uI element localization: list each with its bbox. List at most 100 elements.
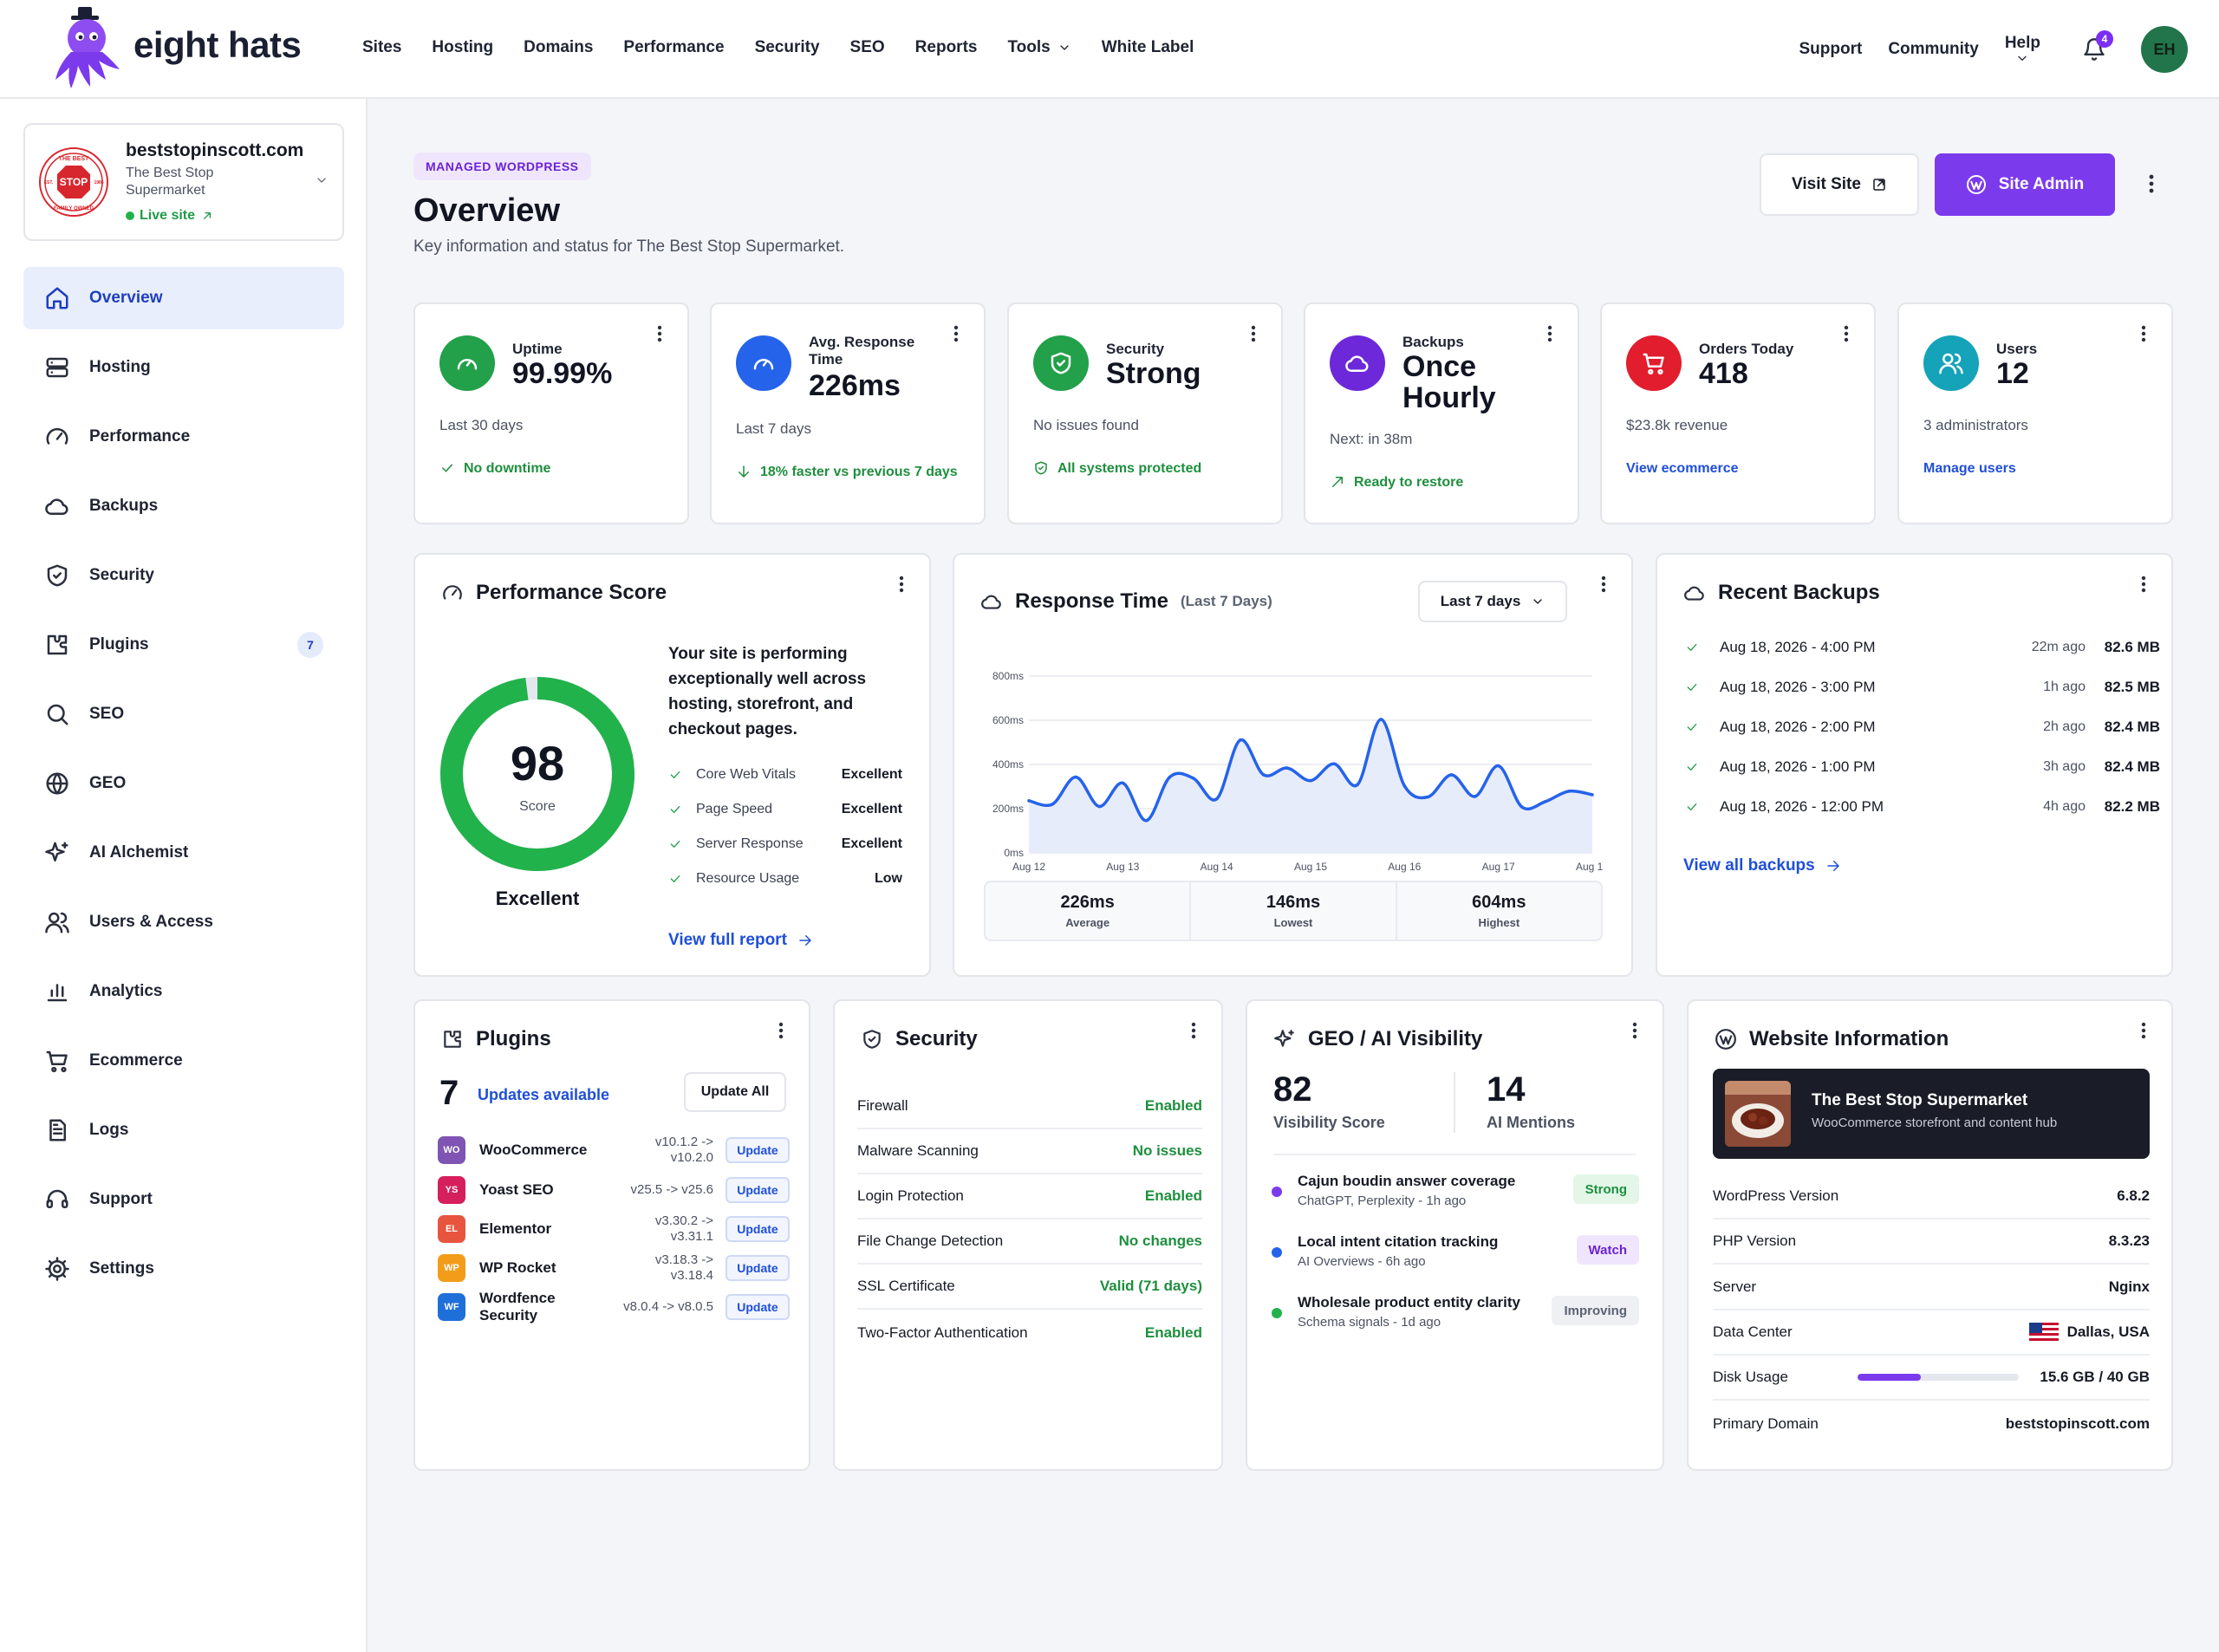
geo-item[interactable]: Cajun boudin answer coverage ChatGPT, Per… bbox=[1272, 1173, 1639, 1225]
plugin-version: v25.5 -> v25.6 bbox=[630, 1182, 713, 1197]
sidebar-item-backups[interactable]: Backups bbox=[23, 475, 344, 537]
sidebar-item-overview[interactable]: Overview bbox=[23, 267, 344, 329]
user-avatar[interactable]: EH bbox=[2141, 26, 2188, 73]
sidebar-item-ai-alchemist[interactable]: AI Alchemist bbox=[23, 822, 344, 884]
visit-site-button[interactable]: Visit Site bbox=[1760, 153, 1919, 216]
more-options-icon[interactable] bbox=[2141, 170, 2162, 198]
sidebar-item-label: Overview bbox=[89, 289, 163, 307]
geo-item[interactable]: Wholesale product entity clarity Schema s… bbox=[1272, 1294, 1639, 1346]
more-options-icon[interactable] bbox=[1243, 323, 1264, 344]
stat-value: Strong bbox=[1106, 357, 1201, 390]
sidebar-item-security[interactable]: Security bbox=[23, 544, 344, 607]
backup-row[interactable]: Aug 18, 2026 - 1:00 PM 3h ago 82.4 MB bbox=[1685, 747, 2160, 787]
sidebar-item-hosting[interactable]: Hosting bbox=[23, 336, 344, 399]
more-options-icon[interactable] bbox=[1539, 323, 1560, 344]
stat-card-orders: Orders Today 418 $23.8k revenue View eco… bbox=[1600, 302, 1876, 524]
plugin-update-button[interactable]: Update bbox=[726, 1294, 790, 1320]
more-options-icon[interactable] bbox=[771, 1020, 791, 1041]
nav-sites[interactable]: Sites bbox=[362, 38, 401, 57]
nav-security[interactable]: Security bbox=[755, 38, 820, 57]
date-range-select[interactable]: Last 7 days bbox=[1418, 581, 1567, 622]
plugin-update-button[interactable]: Update bbox=[726, 1216, 790, 1242]
more-options-icon[interactable] bbox=[2133, 323, 2154, 344]
sidebar-item-performance[interactable]: Performance bbox=[23, 406, 344, 468]
backup-date: Aug 18, 2026 - 4:00 PM bbox=[1720, 639, 1876, 655]
sidebar-item-geo[interactable]: GEO bbox=[23, 752, 344, 815]
octopus-logo-icon[interactable] bbox=[52, 7, 132, 90]
more-options-icon[interactable] bbox=[1593, 574, 1614, 595]
stat-footer-text: No downtime bbox=[464, 461, 551, 476]
plugin-update-button[interactable]: Update bbox=[726, 1137, 790, 1163]
data-point bbox=[1074, 775, 1077, 779]
sidebar-item-support[interactable]: Support bbox=[23, 1168, 344, 1231]
more-options-icon[interactable] bbox=[1836, 323, 1857, 344]
info-row: PHP Version 8.3.23 bbox=[1713, 1219, 2150, 1265]
more-options-icon[interactable] bbox=[946, 323, 966, 344]
community-link[interactable]: Community bbox=[1888, 40, 1979, 58]
more-options-icon[interactable] bbox=[2133, 1020, 2154, 1041]
sidebar-item-plugins[interactable]: Plugins 7 bbox=[23, 614, 344, 676]
card-title: Website Information bbox=[1715, 1027, 1949, 1051]
site-banner: The Best Stop Supermarket WooCommerce st… bbox=[1713, 1069, 2150, 1159]
view-all-backups-link[interactable]: View all backups bbox=[1683, 856, 1841, 875]
site-admin-button[interactable]: Site Admin bbox=[1935, 153, 2115, 216]
manage-users-link[interactable]: Manage users bbox=[1923, 461, 2016, 476]
us-flag-icon bbox=[2028, 1323, 2059, 1342]
plugin-name: Wordfence Security bbox=[479, 1290, 556, 1324]
headset-icon bbox=[46, 1189, 68, 1208]
yoast-logo-icon: YS bbox=[438, 1176, 465, 1204]
sidebar-item-analytics[interactable]: Analytics bbox=[23, 960, 344, 1023]
live-dot-icon bbox=[126, 211, 134, 220]
more-options-icon[interactable] bbox=[1624, 1020, 1645, 1041]
check-row: Core Web Vitals Excellent bbox=[668, 758, 902, 792]
more-options-icon[interactable] bbox=[891, 574, 912, 595]
data-point bbox=[1168, 775, 1172, 779]
security-card: Security Firewall Enabled Malware Scannin… bbox=[833, 999, 1223, 1471]
support-link[interactable]: Support bbox=[1799, 40, 1863, 58]
geo-item-meta: ChatGPT, Perplexity - 1h ago bbox=[1298, 1193, 1467, 1208]
more-options-icon[interactable] bbox=[2133, 574, 2154, 595]
nav-hosting[interactable]: Hosting bbox=[432, 38, 493, 57]
sidebar-item-seo[interactable]: SEO bbox=[23, 683, 344, 745]
sidebar-item-ecommerce[interactable]: Ecommerce bbox=[23, 1030, 344, 1092]
response-stat: 226ms Average bbox=[986, 882, 1192, 940]
cloud-icon bbox=[1330, 335, 1385, 391]
site-switcher[interactable]: THE BEST STOP FAMILY OWNED EST. 1986 bes… bbox=[23, 123, 344, 241]
nav-tools[interactable]: Tools bbox=[1007, 38, 1070, 57]
nav-reports[interactable]: Reports bbox=[915, 38, 978, 57]
sidebar-item-logs[interactable]: Logs bbox=[23, 1099, 344, 1161]
backup-row[interactable]: Aug 18, 2026 - 3:00 PM 1h ago 82.5 MB bbox=[1685, 667, 2160, 707]
chevron-down-icon bbox=[2018, 55, 2027, 62]
sidebar-item-settings[interactable]: Settings bbox=[23, 1238, 344, 1300]
update-all-button[interactable]: Update All bbox=[684, 1072, 786, 1112]
info-row: Data Center Dallas, USA bbox=[1713, 1311, 2150, 1356]
plugin-update-button[interactable]: Update bbox=[726, 1177, 790, 1203]
updates-available-link[interactable]: Updates available bbox=[478, 1086, 610, 1103]
info-value: 15.6 GB / 40 GB bbox=[2040, 1369, 2150, 1385]
more-options-icon[interactable] bbox=[649, 323, 670, 344]
help-menu[interactable]: Help bbox=[2005, 34, 2040, 65]
backup-row[interactable]: Aug 18, 2026 - 4:00 PM 22m ago 82.6 MB bbox=[1685, 628, 2160, 667]
data-point bbox=[1332, 762, 1336, 766]
backup-row[interactable]: Aug 18, 2026 - 12:00 PM 4h ago 82.2 MB bbox=[1685, 787, 2160, 827]
plugin-update-button[interactable]: Update bbox=[726, 1255, 790, 1281]
sidebar-item-users-access[interactable]: Users & Access bbox=[23, 891, 344, 953]
backup-row[interactable]: Aug 18, 2026 - 2:00 PM 2h ago 82.4 MB bbox=[1685, 707, 2160, 747]
geo-item[interactable]: Local intent citation tracking AI Overvie… bbox=[1272, 1233, 1639, 1285]
nav-performance[interactable]: Performance bbox=[623, 38, 724, 57]
view-full-report-link[interactable]: View full report bbox=[668, 931, 813, 950]
card-title: Response Time (Last 7 Days) bbox=[980, 589, 1272, 614]
nav-seo[interactable]: SEO bbox=[850, 38, 885, 57]
notifications-button[interactable]: 4 bbox=[2082, 30, 2113, 62]
stat-subtext: 3 administrators bbox=[1923, 417, 2028, 433]
brand-name[interactable]: eight hats bbox=[133, 24, 302, 65]
y-tick-label: 400ms bbox=[992, 758, 1024, 771]
visit-site-label: Visit Site bbox=[1792, 175, 1861, 193]
site-status[interactable]: Live site bbox=[126, 208, 214, 224]
view-ecommerce-link[interactable]: View ecommerce bbox=[1626, 461, 1739, 476]
nav-domains[interactable]: Domains bbox=[524, 38, 593, 57]
more-options-icon[interactable] bbox=[1183, 1020, 1204, 1041]
users-icon bbox=[45, 912, 69, 933]
document-icon bbox=[49, 1119, 66, 1141]
nav-white-label[interactable]: White Label bbox=[1102, 38, 1194, 57]
